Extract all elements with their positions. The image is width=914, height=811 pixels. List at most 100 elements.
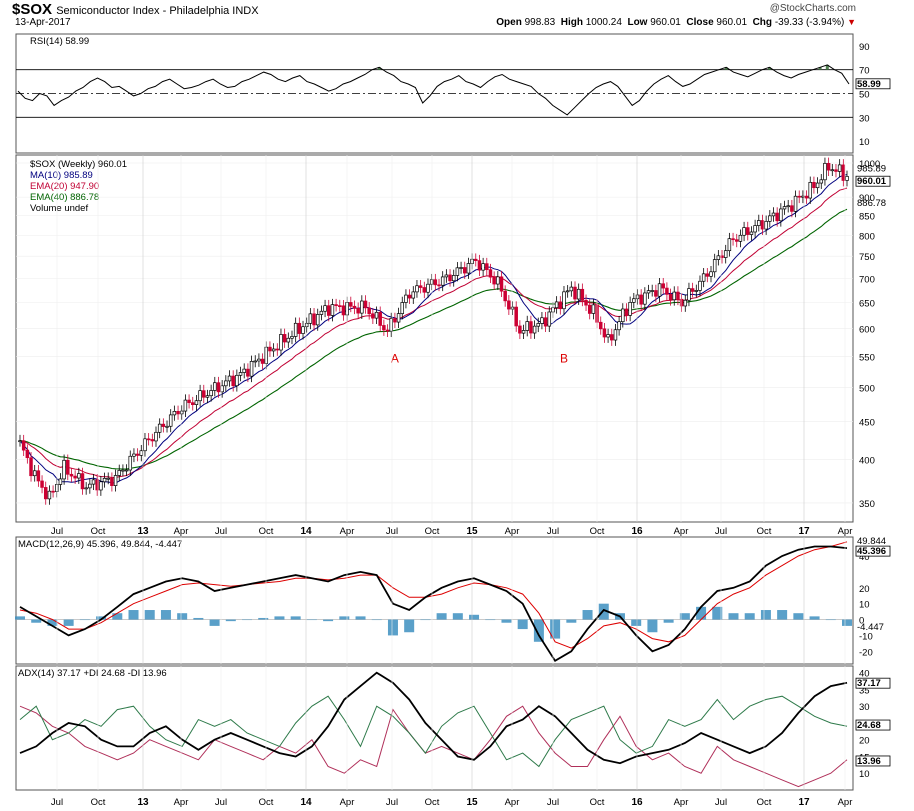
candle-body	[521, 330, 526, 334]
candle-body	[584, 299, 588, 306]
candle-body	[532, 325, 537, 334]
candle-body	[32, 470, 37, 477]
x-tick-label: Apr	[838, 797, 853, 808]
candle-body	[477, 260, 482, 271]
candle-body	[191, 402, 195, 405]
adx-tick-label: 10	[859, 769, 870, 780]
rsi-line	[17, 64, 850, 116]
candle-body	[165, 425, 169, 428]
candle-body	[558, 301, 563, 310]
high-value: 1000.24	[585, 17, 622, 28]
x-tick-label: Jul	[51, 526, 63, 537]
candle-body	[110, 477, 114, 486]
candle-body	[304, 322, 309, 328]
price-legend-item: $SOX (Weekly) 960.01	[30, 159, 127, 170]
candle-body	[360, 300, 364, 314]
candle-body	[529, 321, 533, 334]
candle-body	[727, 238, 732, 252]
candle-body	[132, 453, 136, 457]
down-triangle-icon: ▼	[847, 17, 856, 27]
price-tick-label: 350	[859, 499, 875, 510]
chart-date: 13-Apr-2017	[15, 17, 71, 28]
candle-body	[845, 176, 849, 181]
candle-body	[407, 294, 412, 299]
candle-body	[826, 163, 831, 171]
candle-body	[202, 390, 206, 398]
candle-body	[282, 334, 287, 343]
symbol-title: $SOX Semiconductor Index - Philadelphia …	[12, 1, 259, 18]
candle-body	[709, 271, 713, 277]
ma10-line	[19, 174, 848, 484]
macd-histogram-bar	[225, 619, 236, 622]
macd-histogram-bar	[696, 606, 707, 620]
candle-body	[808, 181, 812, 199]
candle-body	[834, 169, 838, 172]
macd-histogram-bar	[193, 617, 204, 620]
macd-histogram-bar	[452, 613, 463, 620]
symbol: $SOX	[12, 1, 53, 18]
x-tick-label: Oct	[259, 526, 274, 537]
candle-body	[639, 294, 643, 305]
adx-last-value: 37.17	[857, 678, 881, 689]
candle-body	[301, 326, 305, 334]
candle-body	[481, 263, 485, 271]
x-tick-label: Jul	[547, 797, 559, 808]
macd-last-value: 45.396	[857, 546, 886, 557]
candle-body	[235, 374, 239, 387]
ema20-line	[19, 187, 848, 479]
macd-signal-line	[19, 541, 848, 649]
adx-line	[19, 671, 848, 765]
x-tick-label: Oct	[425, 797, 440, 808]
candle-body	[731, 238, 735, 241]
candle-body	[466, 263, 471, 274]
candle-body	[540, 317, 544, 324]
candle-body	[400, 302, 405, 314]
candle-body	[371, 313, 375, 319]
x-tick-label: 14	[300, 526, 312, 537]
price-legend-item: EMA(20) 947.90	[30, 181, 99, 192]
price-tick-label: 800	[859, 231, 875, 242]
x-tick-label: 16	[631, 797, 643, 808]
candle-body	[216, 382, 221, 393]
candle-body	[66, 459, 70, 475]
candle-body	[396, 313, 401, 323]
candle-body	[161, 423, 166, 427]
di-plus-last-value-box	[855, 719, 891, 731]
open-label: Open	[496, 17, 522, 28]
macd-histogram-bar	[809, 616, 820, 620]
candle-body	[587, 304, 592, 314]
candle-body	[253, 360, 257, 363]
macd-histogram-bar	[242, 619, 253, 621]
macd-histogram-bar	[501, 619, 512, 623]
macd-histogram-bar	[436, 613, 447, 620]
candle-body	[643, 292, 647, 305]
chg-label: Chg	[752, 17, 773, 28]
macd-histogram-bar	[825, 619, 836, 621]
x-tick-label: Oct	[259, 797, 274, 808]
rsi-tick-label: 70	[859, 66, 870, 77]
candle-body	[742, 227, 746, 236]
candle-body	[632, 298, 636, 303]
di-minus-line	[19, 705, 848, 788]
candle-body	[628, 302, 632, 316]
candle-body	[569, 286, 574, 292]
candle-body	[437, 284, 441, 287]
open-value: 998.83	[524, 17, 556, 28]
candle-body	[356, 307, 360, 314]
candle-body	[312, 313, 316, 326]
macd-tick-label: 0	[859, 616, 864, 627]
candle-body	[47, 490, 52, 500]
candle-body	[418, 285, 423, 288]
macd-histogram-bar	[15, 616, 25, 620]
candle-body	[187, 399, 191, 404]
rsi-tick-label: 10	[859, 137, 870, 148]
candle-body	[580, 288, 585, 301]
candle-body	[738, 234, 743, 242]
candle-body	[238, 372, 243, 376]
candle-body	[503, 290, 507, 302]
candle-body	[672, 291, 676, 301]
macd-histogram-bar	[306, 619, 317, 621]
macd-signal-last-value: 49.844	[857, 536, 886, 547]
candle-body	[150, 439, 155, 442]
